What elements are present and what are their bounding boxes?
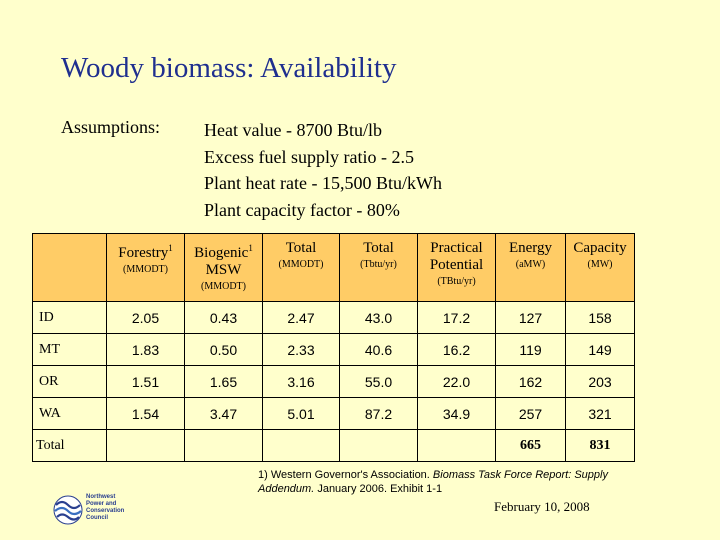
- row-state: ID: [32, 301, 107, 334]
- assumption-item: Heat value - 8700 Btu/lb: [204, 120, 382, 140]
- cell-value: 1.51: [106, 365, 185, 398]
- total-energy: 665: [495, 429, 566, 462]
- row-state: WA: [32, 397, 107, 430]
- cell-empty: [184, 429, 263, 462]
- header-total-tbtu: Total (Tbtu/yr): [339, 233, 418, 302]
- cell-value: 0.43: [184, 301, 263, 334]
- cell-empty: [262, 429, 340, 462]
- cell-value: 321: [565, 397, 635, 430]
- cell-empty: [106, 429, 185, 462]
- cell-value: 2.05: [106, 301, 185, 334]
- cell-value: 34.9: [417, 397, 496, 430]
- row-state: MT: [32, 333, 107, 366]
- cell-value: 2.33: [262, 333, 340, 366]
- cell-value: 22.0: [417, 365, 496, 398]
- table-header-row: Forestry1 (MMODT) Biogenic1 MSW (MMODT) …: [32, 233, 635, 302]
- cell-value: 55.0: [339, 365, 418, 398]
- cell-value: 1.54: [106, 397, 185, 430]
- cell-value: 0.50: [184, 333, 263, 366]
- cell-value: 1.83: [106, 333, 185, 366]
- header-total-mmodt: Total (MMODT): [262, 233, 340, 302]
- assumptions-list: Heat value - 8700 Btu/lb Excess fuel sup…: [204, 117, 442, 223]
- assumptions-label: Assumptions:: [61, 117, 161, 137]
- total-label: Total: [32, 429, 107, 462]
- cell-value: 127: [495, 301, 566, 334]
- table-row: ID 2.05 0.43 2.47 43.0 17.2 127 158: [32, 301, 635, 334]
- header-practical-potential: Practical Potential (TBtu/yr): [417, 233, 496, 302]
- header-blank-cell: [32, 233, 107, 302]
- cell-empty: [417, 429, 496, 462]
- assumption-item: Excess fuel supply ratio - 2.5: [204, 146, 414, 167]
- assumption-item: Plant capacity factor - 80%: [204, 199, 400, 220]
- table-row: MT 1.83 0.50 2.33 40.6 16.2 119 149: [32, 333, 635, 366]
- table-row: OR 1.51 1.65 3.16 55.0 22.0 162 203: [32, 365, 635, 398]
- row-state: OR: [32, 365, 107, 398]
- header-energy: Energy (aMW): [495, 233, 566, 302]
- cell-value: 1.65: [184, 365, 263, 398]
- council-logo-icon: [53, 495, 83, 525]
- cell-value: 16.2: [417, 333, 496, 366]
- cell-value: 2.47: [262, 301, 340, 334]
- slide-date: February 10, 2008: [494, 499, 590, 514]
- header-forestry: Forestry1 (MMODT): [106, 233, 185, 302]
- cell-value: 158: [565, 301, 635, 334]
- cell-value: 3.47: [184, 397, 263, 430]
- cell-value: 119: [495, 333, 566, 366]
- cell-value: 5.01: [262, 397, 340, 430]
- biomass-table: Forestry1 (MMODT) Biogenic1 MSW (MMODT) …: [32, 233, 635, 462]
- cell-value: 203: [565, 365, 635, 398]
- cell-value: 40.6: [339, 333, 418, 366]
- cell-value: 149: [565, 333, 635, 366]
- total-capacity: 831: [565, 429, 635, 462]
- table-total-row: Total 665 831: [32, 429, 635, 462]
- cell-value: 257: [495, 397, 566, 430]
- cell-value: 17.2: [417, 301, 496, 334]
- cell-value: 87.2: [339, 397, 418, 430]
- cell-empty: [339, 429, 418, 462]
- cell-value: 43.0: [339, 301, 418, 334]
- assumption-item: Plant heat rate - 15,500 Btu/kWh: [204, 173, 442, 193]
- council-logo-text: Northwest Power and Conservation Council: [86, 494, 125, 521]
- cell-value: 162: [495, 365, 566, 398]
- cell-value: 3.16: [262, 365, 340, 398]
- slide-title: Woody biomass: Availability: [61, 52, 397, 84]
- header-capacity: Capacity (MW): [565, 233, 635, 302]
- header-biogenic-msw: Biogenic1 MSW (MMODT): [184, 233, 263, 302]
- table-row: WA 1.54 3.47 5.01 87.2 34.9 257 321: [32, 397, 635, 430]
- footnote: 1) Western Governor's Association. Bioma…: [258, 469, 608, 495]
